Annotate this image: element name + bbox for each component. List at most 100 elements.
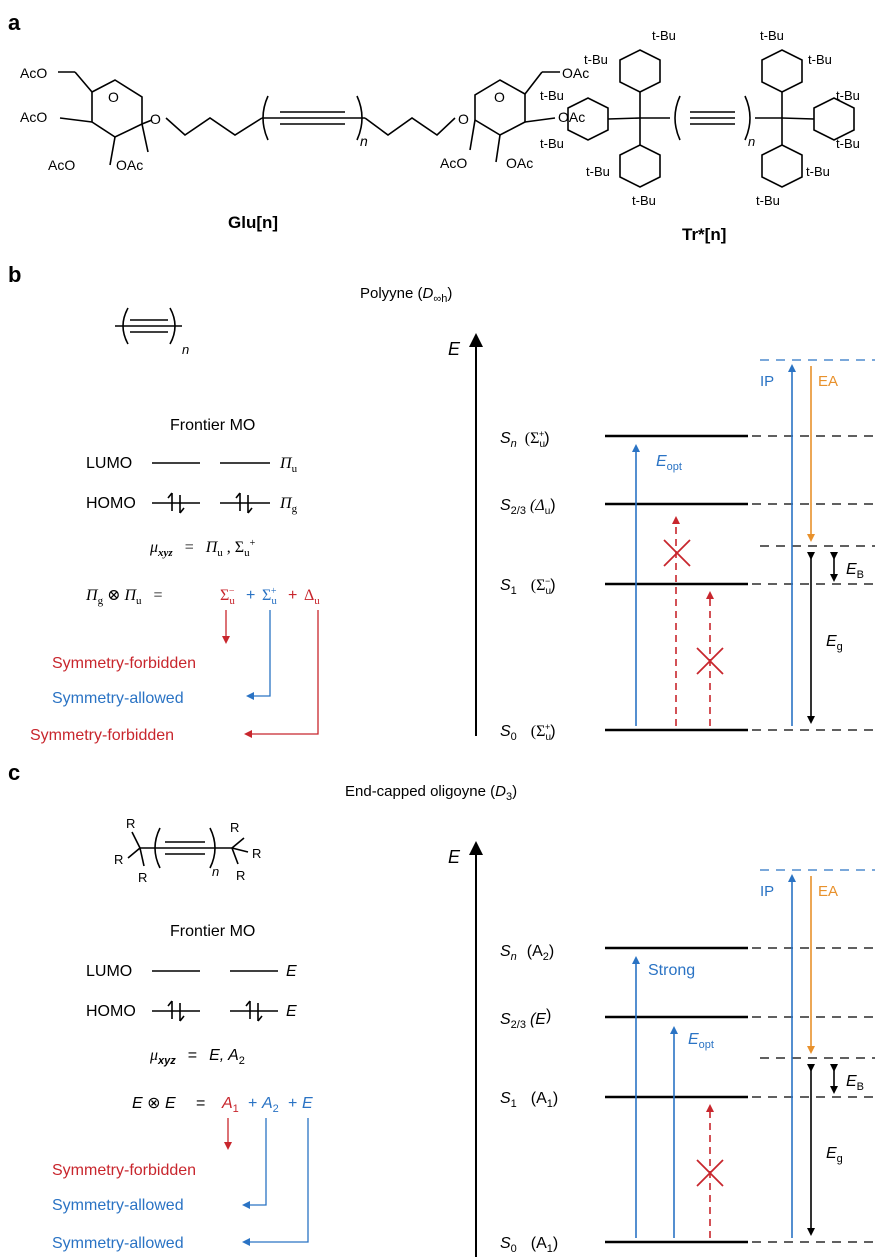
panel-c-title: End-capped oligoyne (D3)	[345, 783, 517, 803]
r-3: R	[138, 870, 147, 885]
c-state-labels: Sn (A2) S2/3 (E) S1 (A1) S0 (A1)	[500, 943, 558, 1255]
c-lumo-label: LUMO	[86, 963, 132, 980]
b-eopt-label: Eopt	[656, 453, 682, 473]
tr-tbu-8: t-Bu	[808, 52, 832, 67]
b-term-sigma-plus: Σu+	[262, 586, 277, 607]
tr-tbu-10: t-Bu	[836, 136, 860, 151]
c-ip-label: IP	[760, 883, 774, 900]
b-homo-label: HOMO	[86, 495, 136, 512]
b-eg-label: Eg	[826, 633, 843, 653]
c-note-allowed-2: Symmetry-allowed	[52, 1235, 184, 1252]
r-1: R	[126, 816, 135, 831]
tr-tbu-4: t-Bu	[540, 136, 564, 151]
c-homo-label: HOMO	[86, 1003, 136, 1020]
r-2: R	[114, 852, 123, 867]
b-term-delta: Δu	[304, 587, 320, 607]
b-product-equation: Πg ⊗ Πu =	[85, 587, 163, 607]
c-eg-label: Eg	[826, 1145, 843, 1165]
b-annotation-arrows	[222, 610, 319, 738]
b-eb-label: EB	[846, 561, 864, 581]
c-note-forbidden: Symmetry-forbidden	[52, 1162, 196, 1179]
c-mu-equation: μxyz = E, A2	[149, 1047, 245, 1067]
c-plus-1: +	[248, 1095, 257, 1112]
c-term-e: E	[302, 1095, 313, 1112]
glu-oac-bot-right: OAc	[506, 155, 533, 171]
r-6: R	[236, 868, 245, 883]
c-product: E ⊗ E	[132, 1095, 176, 1112]
b-ea-label: EA	[818, 373, 838, 390]
glu-structure	[58, 71, 560, 166]
b-homo-levels	[152, 492, 270, 514]
tr-paren-left	[674, 95, 681, 141]
panel-letter-a: a	[8, 10, 21, 35]
tr-tbu-1: t-Bu	[652, 28, 676, 43]
b-state-sn: Sn (Σu+)	[500, 429, 550, 450]
b-plus-2: +	[288, 587, 297, 604]
glu-oac-mid-right: OAc	[558, 109, 585, 125]
b-energy-levels	[605, 359, 875, 732]
b-forbidden-crosses	[663, 539, 724, 675]
c-homo-symmetry: E	[286, 1003, 297, 1020]
polyyne-repeat-unit	[115, 307, 182, 345]
panel-b-title: Polyyne (D∞h)	[360, 285, 452, 305]
c-eopt-label: Eopt	[688, 1031, 714, 1051]
panel-letter-c: c	[8, 760, 20, 785]
c-state-sn: Sn (A2)	[500, 943, 554, 963]
tr-tbu-2: t-Bu	[584, 52, 608, 67]
tr-tbu-12: t-Bu	[756, 193, 780, 208]
b-note-forbidden-2: Symmetry-forbidden	[30, 727, 174, 744]
panel-letter-b: b	[8, 262, 21, 287]
b-ip-label: IP	[760, 373, 774, 390]
c-term-a1: A1	[221, 1095, 239, 1115]
glu-paren-right	[356, 95, 363, 141]
polyyne-n: n	[182, 342, 189, 357]
c-ea-label: EA	[818, 883, 838, 900]
tr-paren-right	[744, 95, 751, 141]
b-lumo-label: LUMO	[86, 455, 132, 472]
tr-tbu-11: t-Bu	[806, 164, 830, 179]
c-annotation-arrows	[224, 1118, 309, 1246]
glu-link-o-right: O	[458, 111, 469, 127]
c-product-eq: =	[196, 1095, 205, 1112]
glu-n: n	[360, 133, 368, 149]
r-5: R	[252, 846, 261, 861]
r-4: R	[230, 820, 239, 835]
c-plus-2: +	[288, 1095, 297, 1112]
oligoyne-repeat-unit	[127, 827, 249, 869]
b-state-s23: S2/3 (Δu)	[500, 497, 556, 517]
c-note-allowed-1: Symmetry-allowed	[52, 1197, 184, 1214]
tr-tbu-9: t-Bu	[836, 88, 860, 103]
c-energy-axis-label: E	[448, 847, 461, 867]
c-frontier-title: Frontier MO	[170, 923, 255, 940]
glu-aco-top-left: AcO	[20, 65, 47, 81]
c-state-s23: S2/3 (E)	[500, 1007, 551, 1031]
b-note-forbidden-1: Symmetry-forbidden	[52, 655, 196, 672]
b-lumo-symmetry: Πu	[279, 455, 298, 475]
tr-label: Tr*[n]	[682, 225, 726, 244]
glu-oac-bot-left: OAc	[116, 157, 143, 173]
c-lumo-symmetry: E	[286, 963, 297, 980]
c-forbidden-cross	[696, 1159, 724, 1187]
b-state-s0: S0 (Σu+)	[500, 722, 556, 743]
b-note-allowed: Symmetry-allowed	[52, 690, 184, 707]
b-frontier-title: Frontier MO	[170, 417, 255, 434]
b-state-s1: S1 (Σu−)	[500, 576, 556, 597]
b-homo-symmetry: Πg	[279, 495, 298, 515]
b-state-labels: Sn (Σu+) S2/3 (Δu) S1 (Σu−) S0 (Σu+)	[500, 429, 556, 743]
b-plus-1: +	[246, 587, 255, 604]
glu-paren-left	[262, 95, 269, 141]
glu-ring-o-right: O	[494, 89, 505, 105]
glu-ring-o-left: O	[108, 89, 119, 105]
tr-tbu-labels: t-Bu t-Bu t-Bu t-Bu t-Bu t-Bu t-Bu t-Bu …	[540, 28, 860, 208]
b-transition-arrows	[632, 364, 838, 726]
tr-structure	[567, 49, 855, 188]
glu-aco-mid-left: AcO	[20, 109, 47, 125]
glu-oac-top-right: OAc	[562, 65, 589, 81]
c-state-s1: S1 (A1)	[500, 1090, 558, 1110]
tr-n: n	[748, 134, 755, 149]
oligoyne-n: n	[212, 864, 219, 879]
c-homo-levels	[152, 1000, 278, 1022]
b-term-sigma-minus: Σu−	[220, 586, 235, 607]
c-transition-arrows	[632, 874, 838, 1238]
